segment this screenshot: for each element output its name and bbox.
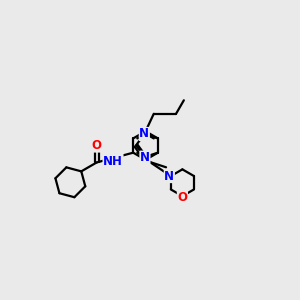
Text: N: N: [140, 151, 150, 164]
Text: NH: NH: [103, 154, 123, 167]
Text: O: O: [177, 191, 188, 204]
Text: N: N: [139, 128, 149, 140]
Text: O: O: [92, 139, 102, 152]
Text: N: N: [164, 169, 174, 183]
